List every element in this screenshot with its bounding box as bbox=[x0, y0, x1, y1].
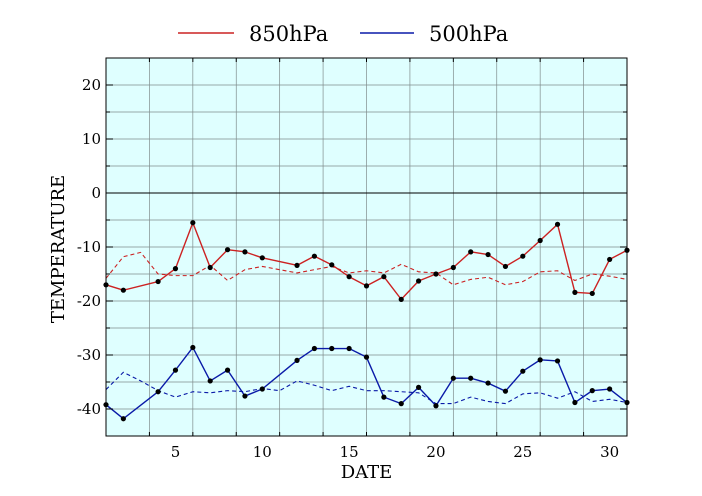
series-line-ref-500hpa-dashed bbox=[105, 371, 628, 405]
data-point-850hpa bbox=[554, 221, 561, 227]
data-point-500hpa bbox=[416, 384, 422, 390]
data-point-850hpa bbox=[589, 290, 595, 297]
data-point-500hpa bbox=[155, 389, 161, 395]
series-layer bbox=[103, 220, 630, 422]
data-point-850hpa bbox=[450, 264, 456, 271]
data-point-500hpa bbox=[329, 345, 335, 352]
data-point-850hpa bbox=[416, 278, 422, 284]
data-point-850hpa bbox=[363, 283, 370, 289]
y-tick-label: 0 bbox=[91, 184, 101, 202]
legend-label-500hpa: 500hPa bbox=[429, 22, 508, 46]
data-point-850hpa bbox=[207, 264, 213, 271]
data-point-850hpa bbox=[224, 247, 231, 253]
data-point-850hpa bbox=[502, 263, 509, 270]
data-point-500hpa bbox=[607, 386, 613, 392]
data-point-850hpa bbox=[485, 251, 491, 258]
data-point-850hpa bbox=[259, 255, 265, 261]
data-point-500hpa bbox=[502, 388, 509, 394]
y-tick-labels: 20 10 0 -10 -20 -30 -40 bbox=[77, 76, 101, 418]
data-point-500hpa bbox=[485, 380, 491, 386]
y-axis-title: TEMPERATURE bbox=[48, 175, 69, 323]
data-point-850hpa bbox=[381, 274, 387, 280]
y-tick-label: -40 bbox=[77, 400, 101, 418]
data-point-500hpa bbox=[398, 401, 404, 407]
data-point-500hpa bbox=[120, 416, 126, 422]
x-tick-label: 10 bbox=[253, 443, 272, 461]
data-point-850hpa bbox=[433, 271, 439, 277]
x-tick-label: 15 bbox=[340, 443, 359, 461]
y-tick-label: 20 bbox=[82, 76, 101, 94]
series-line-ref-850hpa-dashed bbox=[105, 251, 628, 286]
data-point-500hpa bbox=[190, 344, 196, 351]
data-point-500hpa bbox=[554, 358, 561, 364]
data-point-850hpa bbox=[172, 266, 179, 272]
data-point-500hpa bbox=[242, 393, 248, 399]
data-point-500hpa bbox=[450, 375, 456, 381]
data-point-850hpa bbox=[468, 249, 474, 255]
data-point-500hpa bbox=[207, 378, 213, 384]
data-point-500hpa bbox=[294, 357, 300, 363]
data-point-850hpa bbox=[607, 256, 613, 263]
data-point-500hpa bbox=[172, 367, 179, 373]
legend: 850hPa 500hPa bbox=[178, 22, 508, 46]
x-axis-title: DATE bbox=[341, 462, 393, 483]
data-point-500hpa bbox=[259, 386, 265, 392]
data-point-850hpa bbox=[329, 262, 335, 268]
data-point-850hpa bbox=[120, 287, 126, 293]
data-point-850hpa bbox=[572, 289, 578, 295]
data-point-500hpa bbox=[468, 375, 474, 381]
data-point-850hpa bbox=[294, 262, 300, 268]
data-point-500hpa bbox=[363, 354, 370, 360]
x-tick-label: 30 bbox=[600, 443, 619, 461]
x-tick-label: 25 bbox=[513, 443, 532, 461]
data-point-500hpa bbox=[381, 394, 387, 400]
data-point-850hpa bbox=[190, 220, 196, 226]
legend-label-850hpa: 850hPa bbox=[249, 22, 328, 46]
data-point-500hpa bbox=[346, 345, 352, 352]
data-point-500hpa bbox=[520, 368, 526, 374]
x-tick-label: 20 bbox=[426, 443, 445, 461]
data-point-500hpa bbox=[311, 345, 317, 352]
axis-ticks bbox=[105, 57, 628, 437]
y-tick-label: 10 bbox=[82, 130, 101, 148]
data-point-850hpa bbox=[398, 296, 404, 302]
y-tick-label: -30 bbox=[77, 346, 101, 364]
data-point-850hpa bbox=[242, 249, 248, 255]
data-point-850hpa bbox=[346, 274, 352, 280]
data-point-850hpa bbox=[155, 278, 161, 285]
x-tick-label: 5 bbox=[171, 443, 181, 461]
data-point-500hpa bbox=[572, 399, 578, 406]
data-point-850hpa bbox=[537, 237, 543, 244]
data-point-850hpa bbox=[311, 253, 317, 259]
data-point-850hpa bbox=[520, 253, 526, 259]
y-tick-label: -20 bbox=[77, 292, 101, 310]
y-tick-label: -10 bbox=[77, 238, 101, 256]
data-point-500hpa bbox=[433, 403, 439, 409]
x-tick-labels: 5 10 15 20 25 30 bbox=[171, 443, 619, 461]
data-point-500hpa bbox=[537, 357, 543, 363]
data-point-500hpa bbox=[589, 388, 595, 394]
data-point-500hpa bbox=[224, 367, 231, 373]
